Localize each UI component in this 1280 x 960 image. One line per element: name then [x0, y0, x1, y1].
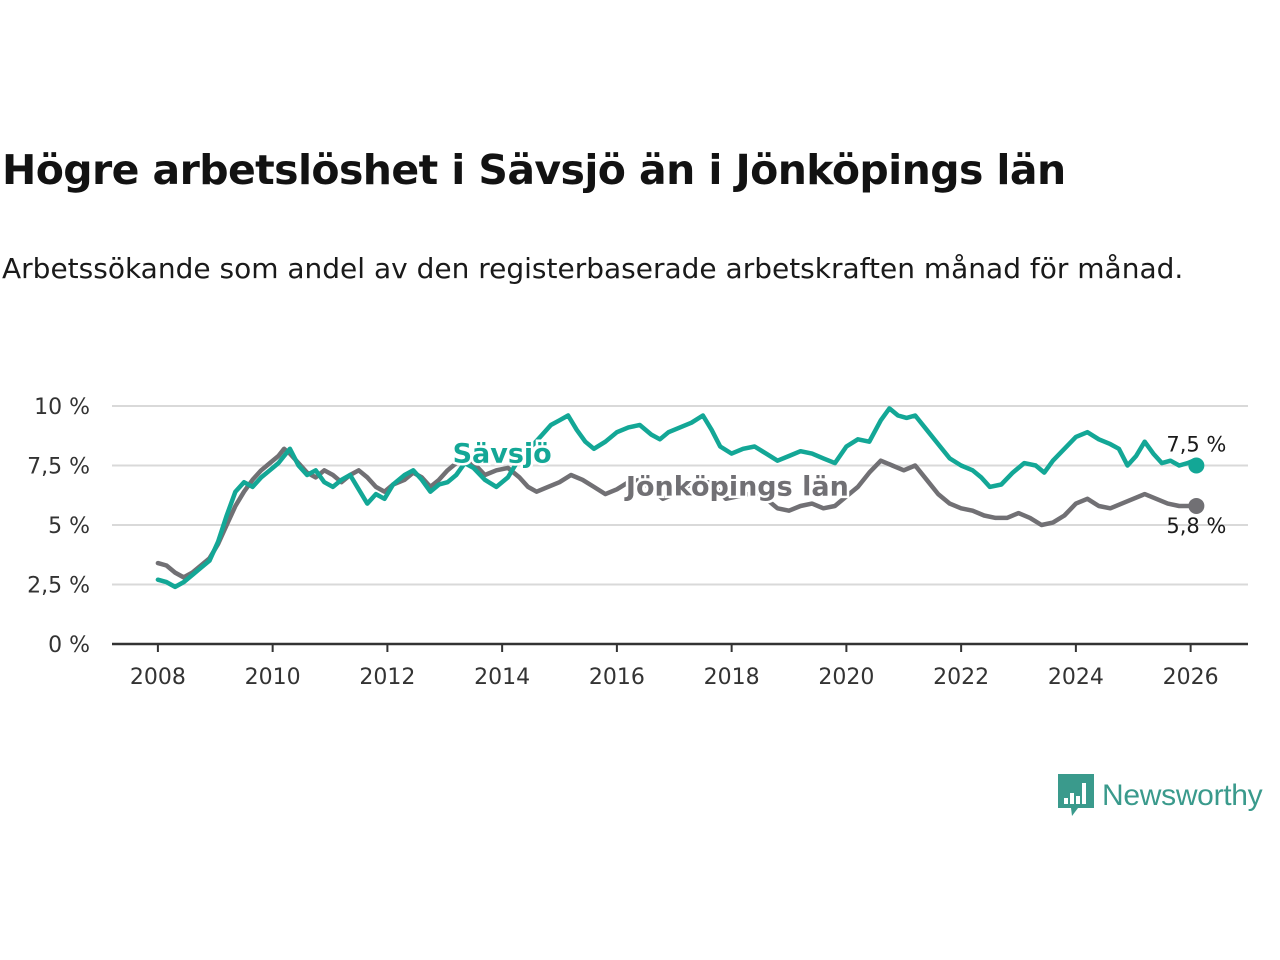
- x-tick-label: 2024: [1048, 665, 1104, 690]
- end-point-jonkopings-lan: [1188, 497, 1205, 514]
- newsworthy-logo[interactable]: Newsworthy: [1058, 774, 1263, 818]
- newsworthy-chart-icon: [1058, 774, 1094, 816]
- series-line-savsjo: [155, 406, 1199, 590]
- x-tick-label: 2014: [474, 665, 530, 690]
- page-title: Högre arbetslöshet i Sävsjö än i Jönköpi…: [2, 146, 1066, 194]
- y-tick-label: 7,5 %: [27, 455, 90, 480]
- y-tick-label: 2,5 %: [27, 574, 90, 599]
- x-tick-label: 2010: [245, 665, 301, 690]
- chart-subtitle: Arbetssökande som andel av den registerb…: [2, 252, 1184, 285]
- x-tick-label: 2018: [704, 665, 760, 690]
- y-axis-ticks: 0 % 2,5 % 5 % 7,5 % 10 %: [27, 395, 90, 658]
- x-tick-label: 2022: [933, 665, 989, 690]
- x-tick-label: 2012: [359, 665, 415, 690]
- x-axis-ticks: 2008 2010 2012 2014 2016 2018 2020 2022 2024 2026: [112, 642, 1248, 690]
- series-labels: 5,8 % 7,5 % Sävsjö Jönköpings län: [450, 433, 1226, 538]
- end-label-jonkopings-lan: 5,8 %: [1166, 514, 1226, 538]
- grid-lines: [112, 405, 1248, 586]
- series-lines: [155, 406, 1205, 590]
- x-tick-label: 2016: [589, 665, 645, 690]
- y-tick-label: 5 %: [48, 514, 90, 539]
- logo-text: Newsworthy: [1102, 779, 1263, 812]
- x-tick-label: 2026: [1163, 665, 1219, 690]
- x-tick-label: 2020: [818, 665, 874, 690]
- series-label: Sävsjö: [453, 438, 552, 469]
- end-label-savsjo: 7,5 %: [1166, 433, 1226, 457]
- y-tick-label: 10 %: [34, 395, 90, 420]
- y-tick-label: 0 %: [48, 633, 90, 658]
- x-tick-label: 2008: [130, 665, 186, 690]
- series-label: Jönköpings län: [624, 472, 849, 503]
- end-point-savsjo: [1188, 457, 1205, 474]
